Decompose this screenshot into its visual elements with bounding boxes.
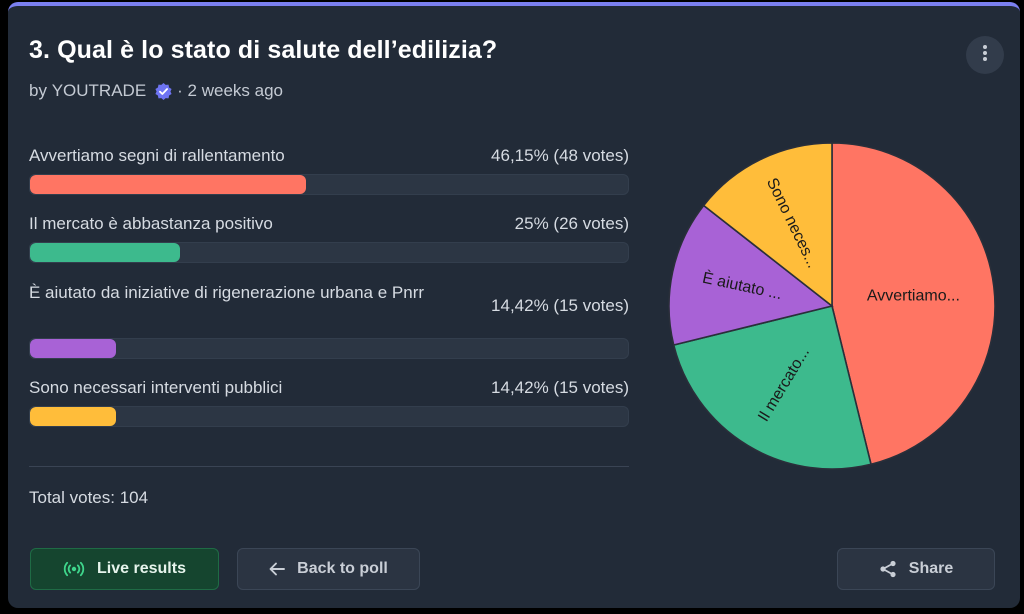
poll-age: · 2 weeks ago: [177, 81, 284, 100]
live-results-button[interactable]: Live results: [30, 548, 219, 590]
option-value: 14,42% (15 votes): [491, 296, 629, 315]
share-label: Share: [908, 560, 954, 577]
option-value: 25% (26 votes): [514, 214, 629, 233]
option-bar-track: [29, 338, 629, 359]
option-bar-track: [29, 242, 629, 263]
poll-title: 3. Qual è lo stato di salute dell’ediliz…: [29, 36, 498, 64]
option-label: Sono necessari interventi pubblici: [29, 378, 283, 397]
results-pie-chart: Avvertiamo...Il mercato...È aiutato ...S…: [668, 142, 996, 470]
option-value: 14,42% (15 votes): [491, 378, 629, 397]
option-label: Avvertiamo segni di rallentamento: [29, 146, 285, 165]
share-button[interactable]: Share: [837, 548, 995, 590]
option-bar-fill: [30, 175, 306, 194]
option-bar-fill: [30, 339, 117, 358]
back-to-poll-button[interactable]: Back to poll: [237, 548, 420, 590]
option-label: È aiutato da iniziative di rigenerazione…: [29, 283, 425, 302]
broadcast-icon: [63, 561, 85, 577]
option-bar-track: [29, 406, 629, 427]
more-vertical-icon: [982, 44, 988, 67]
option-label: Il mercato è abbastanza positivo: [29, 214, 273, 233]
verified-badge-icon: [154, 82, 173, 101]
total-votes: Total votes: 104: [29, 488, 149, 507]
poll-byline: by YOUTRADE · 2 weeks ago: [29, 81, 283, 101]
share-icon: [879, 560, 897, 578]
pie-label-1: Avvertiamo...: [867, 287, 960, 304]
divider: [29, 466, 629, 467]
poll-card: 3. Qual è lo stato di salute dell’ediliz…: [8, 2, 1020, 608]
back-to-poll-label: Back to poll: [297, 560, 388, 577]
author-name[interactable]: YOUTRADE: [51, 81, 147, 100]
live-results-label: Live results: [97, 560, 186, 577]
pie-slice-2: [672, 305, 872, 470]
author-prefix: by: [29, 81, 47, 100]
pie-slice-1: [831, 142, 996, 466]
pie-slice-4: [702, 142, 833, 308]
option-value: 46,15% (48 votes): [491, 146, 629, 165]
option-bar-track: [29, 174, 629, 195]
option-bar-fill: [30, 243, 180, 262]
pie-slice-3: [668, 204, 834, 346]
option-bar-fill: [30, 407, 117, 426]
arrow-left-icon: [269, 562, 286, 576]
more-options-button[interactable]: [966, 36, 1004, 74]
